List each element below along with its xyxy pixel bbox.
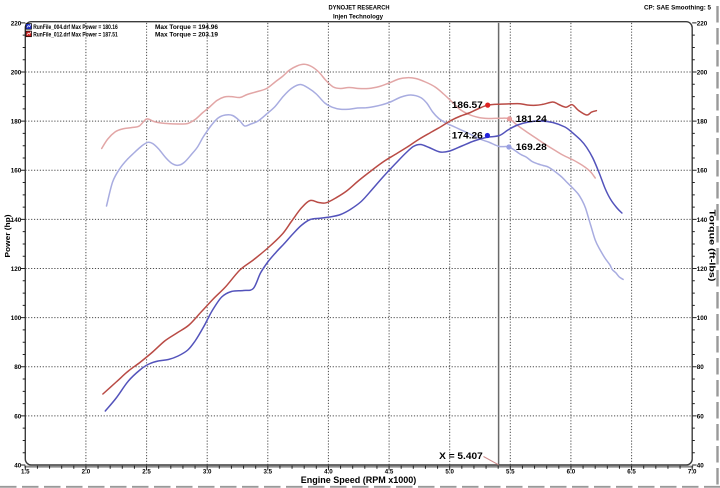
svg-text:Torque (ft-lbs): Torque (ft-lbs) [708, 210, 717, 283]
svg-text:140: 140 [697, 217, 708, 224]
svg-text:180: 180 [697, 119, 708, 126]
svg-text:200: 200 [11, 69, 22, 76]
svg-text:Injen Technology: Injen Technology [333, 14, 383, 21]
svg-text:160: 160 [697, 168, 708, 175]
svg-text:3.0: 3.0 [203, 469, 212, 476]
svg-text:Max Torque = 203.19: Max Torque = 203.19 [155, 31, 218, 38]
svg-text:DYNOJET RESEARCH: DYNOJET RESEARCH [329, 5, 390, 12]
svg-text:220: 220 [697, 20, 708, 27]
svg-text:186.57: 186.57 [452, 99, 483, 110]
svg-text:6.5: 6.5 [627, 469, 636, 476]
svg-text:X = 5.407: X = 5.407 [439, 451, 483, 461]
svg-text:60: 60 [14, 413, 21, 420]
svg-text:100: 100 [11, 315, 22, 322]
svg-text:140: 140 [11, 217, 22, 224]
svg-text:180: 180 [11, 119, 22, 126]
svg-text:181.24: 181.24 [516, 113, 548, 124]
svg-text:6.0: 6.0 [567, 469, 576, 476]
svg-text:220: 220 [11, 20, 22, 27]
svg-text:160: 160 [11, 168, 22, 175]
svg-text:120: 120 [697, 266, 708, 273]
svg-text:RunFile_004.drf Max Power = 18: RunFile_004.drf Max Power = 180.16 [33, 24, 118, 31]
svg-text:80: 80 [697, 364, 704, 371]
svg-text:CP: SAE Smoothing: 5: CP: SAE Smoothing: 5 [644, 4, 711, 11]
svg-text:4.0: 4.0 [324, 469, 333, 476]
svg-text:120: 120 [11, 266, 22, 273]
svg-text:Engine Speed (RPM x1000): Engine Speed (RPM x1000) [301, 475, 417, 485]
svg-text:80: 80 [14, 364, 21, 371]
svg-text:60: 60 [697, 413, 704, 420]
svg-text:100: 100 [697, 315, 708, 322]
svg-text:169.28: 169.28 [516, 141, 547, 152]
svg-text:1.5: 1.5 [21, 469, 30, 476]
svg-text:Power (hp): Power (hp) [3, 214, 12, 258]
svg-text:5.0: 5.0 [445, 469, 454, 476]
svg-text:7.0: 7.0 [688, 469, 697, 476]
svg-text:40: 40 [697, 462, 704, 469]
svg-text:RunFile_012.drf Max Power = 18: RunFile_012.drf Max Power = 187.51 [33, 31, 118, 38]
svg-text:3.5: 3.5 [264, 469, 273, 476]
svg-text:5.5: 5.5 [506, 469, 515, 476]
svg-text:4.5: 4.5 [385, 469, 394, 476]
svg-text:2.0: 2.0 [82, 469, 91, 476]
svg-text:40: 40 [14, 462, 21, 469]
svg-text:200: 200 [697, 69, 708, 76]
svg-text:Max Torque = 194.96: Max Torque = 194.96 [155, 24, 218, 31]
svg-text:174.26: 174.26 [452, 129, 483, 140]
svg-text:2.5: 2.5 [142, 469, 151, 476]
